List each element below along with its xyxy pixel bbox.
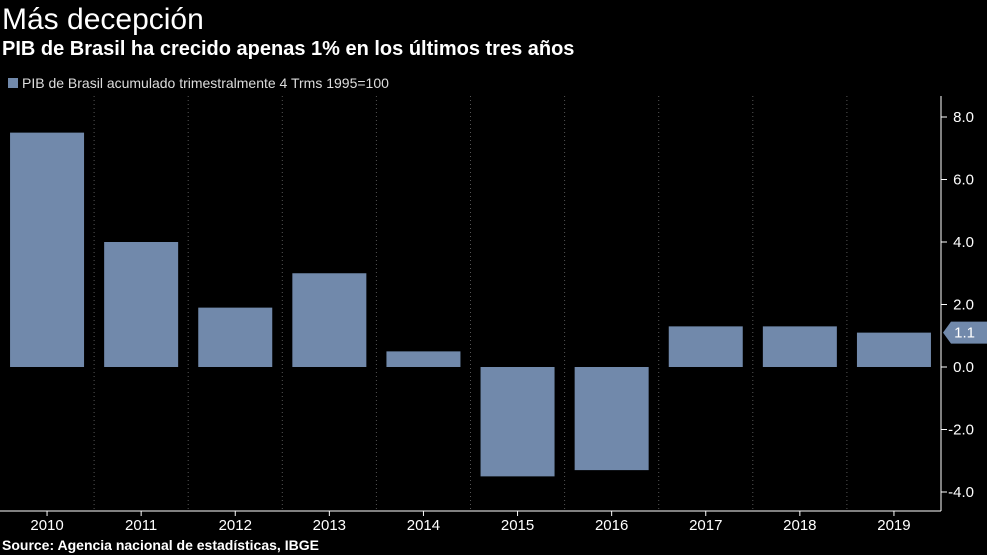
- x-tick-label: 2014: [407, 517, 440, 534]
- source-note: Source: Agencia nacional de estadísticas…: [2, 537, 319, 553]
- x-tick-label: 2017: [689, 517, 722, 534]
- x-tick-label: 2013: [313, 517, 346, 534]
- last-value-callout: [943, 321, 987, 344]
- y-tick-label: 0.0: [953, 359, 974, 376]
- y-tick-label: 2.0: [953, 297, 974, 314]
- bar-2019: [856, 332, 931, 367]
- chart-title: Más decepción: [2, 3, 204, 36]
- x-tick-label: 2012: [219, 517, 252, 534]
- bar-2010: [10, 132, 85, 367]
- x-tick-label: 2016: [595, 517, 628, 534]
- y-tick-label: 8.0: [953, 109, 974, 126]
- x-tick-label: 2011: [125, 517, 157, 534]
- y-tick-label: -4.0: [948, 484, 974, 501]
- legend: PIB de Brasil acumulado trimestralmente …: [8, 74, 389, 92]
- bar-2013: [292, 273, 367, 367]
- bar-2011: [104, 242, 179, 367]
- chart-subtitle: PIB de Brasil ha crecido apenas 1% en lo…: [2, 38, 575, 60]
- last-value-label: 1.1: [954, 325, 975, 342]
- bar-2018: [762, 326, 837, 367]
- bar-2016: [574, 367, 649, 471]
- x-tick-label: 2015: [501, 517, 534, 534]
- x-tick-label: 2019: [877, 517, 910, 534]
- y-tick-label: 6.0: [953, 172, 974, 189]
- x-tick-label: 2018: [783, 517, 816, 534]
- y-tick-label: 4.0: [953, 234, 974, 251]
- bar-2014: [386, 351, 461, 367]
- x-tick-label: 2010: [30, 517, 63, 534]
- bar-2012: [198, 307, 273, 367]
- y-tick-label: -2.0: [948, 422, 974, 439]
- legend-label: PIB de Brasil acumulado trimestralmente …: [22, 75, 389, 91]
- legend-swatch: [8, 78, 18, 88]
- bar-2017: [668, 326, 743, 367]
- bar-2015: [480, 367, 555, 477]
